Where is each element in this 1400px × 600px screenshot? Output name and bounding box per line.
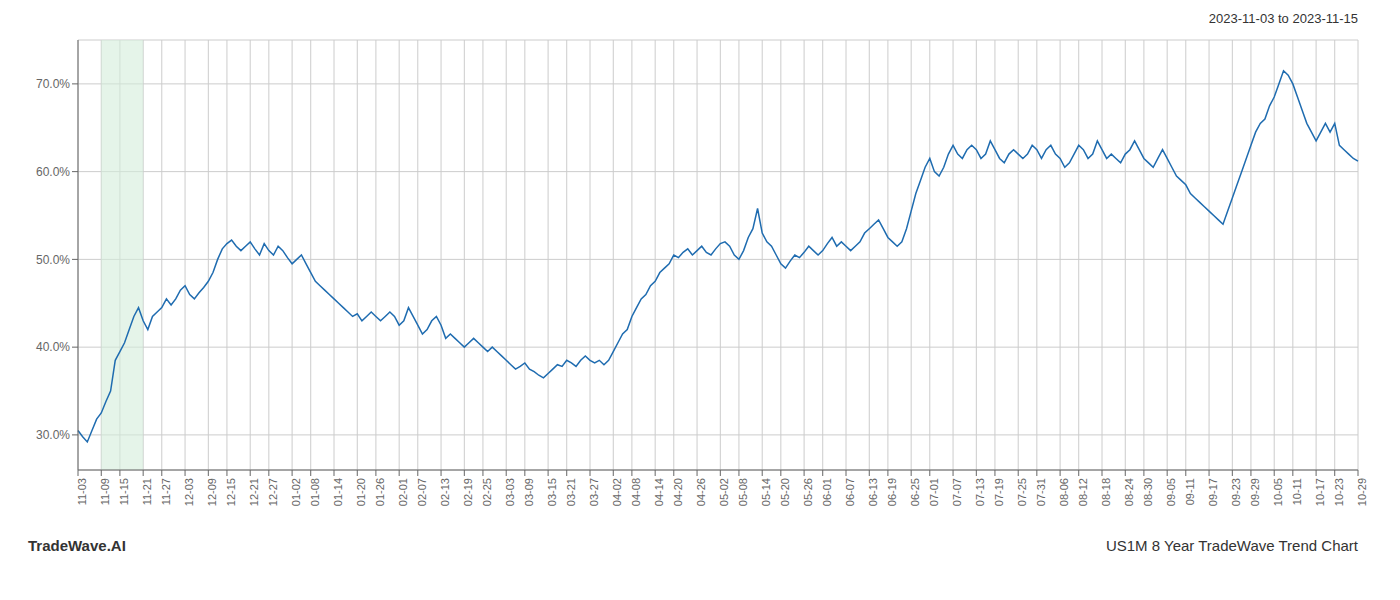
svg-text:03-27: 03-27 bbox=[588, 478, 600, 506]
svg-text:01-20: 01-20 bbox=[355, 478, 367, 506]
svg-text:11-03: 11-03 bbox=[76, 478, 88, 505]
svg-text:09-23: 09-23 bbox=[1230, 478, 1242, 506]
svg-text:03-03: 03-03 bbox=[504, 478, 516, 506]
svg-text:12-27: 12-27 bbox=[267, 478, 279, 506]
html-text:US1M 8 Year TradeWave Trend Ch: US1M 8 Year TradeWave Trend Chart bbox=[1105, 536, 1358, 554]
svg-text:08-06: 08-06 bbox=[1058, 478, 1070, 506]
svg-text:01-02: 01-02 bbox=[290, 478, 302, 506]
svg-text:07-31: 07-31 bbox=[1035, 478, 1047, 506]
svg-text:02-19: 02-19 bbox=[462, 478, 474, 506]
svg-text:07-13: 07-13 bbox=[974, 478, 986, 506]
svg-text:08-18: 08-18 bbox=[1100, 478, 1112, 506]
svg-text:10-11: 10-11 bbox=[1291, 478, 1303, 505]
svg-text:01-08: 01-08 bbox=[309, 478, 321, 506]
svg-text:05-08: 05-08 bbox=[737, 478, 749, 506]
svg-text:02-25: 02-25 bbox=[481, 478, 493, 506]
svg-text:11-15: 11-15 bbox=[118, 478, 130, 505]
svg-text:12-03: 12-03 bbox=[183, 478, 195, 506]
svg-text:04-14: 04-14 bbox=[653, 478, 665, 506]
svg-text:09-11: 09-11 bbox=[1184, 478, 1196, 505]
svg-text:03-09: 03-09 bbox=[523, 478, 535, 506]
svg-text:10-29: 10-29 bbox=[1356, 478, 1368, 506]
svg-text:07-07: 07-07 bbox=[951, 478, 963, 506]
svg-text:70.0%: 70.0% bbox=[36, 77, 70, 91]
svg-text:06-01: 06-01 bbox=[821, 478, 833, 506]
svg-text:01-26: 01-26 bbox=[374, 478, 386, 506]
svg-text:06-25: 06-25 bbox=[909, 478, 921, 506]
svg-text:11-09: 11-09 bbox=[99, 478, 111, 505]
svg-text:03-15: 03-15 bbox=[546, 478, 558, 506]
svg-text:08-24: 08-24 bbox=[1123, 478, 1135, 506]
svg-text:04-08: 04-08 bbox=[630, 478, 642, 506]
svg-text:04-26: 04-26 bbox=[695, 478, 707, 506]
svg-text:07-25: 07-25 bbox=[1016, 478, 1028, 506]
svg-text:40.0%: 40.0% bbox=[36, 340, 70, 354]
svg-text:11-21: 11-21 bbox=[141, 478, 153, 505]
svg-text:30.0%: 30.0% bbox=[36, 428, 70, 442]
svg-text:10-17: 10-17 bbox=[1314, 478, 1326, 506]
svg-text:07-01: 07-01 bbox=[928, 478, 940, 506]
svg-text:12-15: 12-15 bbox=[225, 478, 237, 506]
svg-text:02-07: 02-07 bbox=[416, 478, 428, 506]
svg-text:02-01: 02-01 bbox=[397, 478, 409, 506]
svg-text:06-13: 06-13 bbox=[867, 478, 879, 506]
svg-text:06-19: 06-19 bbox=[886, 478, 898, 506]
svg-text:07-19: 07-19 bbox=[993, 478, 1005, 506]
svg-text:09-29: 09-29 bbox=[1249, 478, 1261, 506]
svg-text:09-17: 09-17 bbox=[1207, 478, 1219, 506]
svg-text:08-30: 08-30 bbox=[1142, 478, 1154, 506]
svg-text:02-13: 02-13 bbox=[439, 478, 451, 506]
svg-text:06-07: 06-07 bbox=[844, 478, 856, 506]
html-text:TradeWave.AI: TradeWave.AI bbox=[28, 536, 126, 554]
svg-text:05-02: 05-02 bbox=[718, 478, 730, 506]
svg-text:01-14: 01-14 bbox=[332, 478, 344, 506]
svg-text:09-05: 09-05 bbox=[1165, 478, 1177, 506]
svg-text:50.0%: 50.0% bbox=[36, 253, 70, 267]
html-text:2023-11-03 to 2023-11-15: 2023-11-03 to 2023-11-15 bbox=[1208, 11, 1358, 26]
svg-text:12-09: 12-09 bbox=[206, 478, 218, 506]
svg-text:12-21: 12-21 bbox=[248, 478, 260, 506]
svg-text:05-20: 05-20 bbox=[779, 478, 791, 506]
svg-text:03-21: 03-21 bbox=[565, 478, 577, 506]
svg-text:05-14: 05-14 bbox=[760, 478, 772, 506]
svg-text:11-27: 11-27 bbox=[160, 478, 172, 505]
svg-text:04-02: 04-02 bbox=[611, 478, 623, 506]
svg-text:60.0%: 60.0% bbox=[36, 165, 70, 179]
svg-text:05-26: 05-26 bbox=[802, 478, 814, 506]
svg-text:10-05: 10-05 bbox=[1272, 478, 1284, 506]
svg-text:10-23: 10-23 bbox=[1333, 478, 1345, 506]
svg-text:08-12: 08-12 bbox=[1077, 478, 1089, 506]
svg-text:04-20: 04-20 bbox=[672, 478, 684, 506]
